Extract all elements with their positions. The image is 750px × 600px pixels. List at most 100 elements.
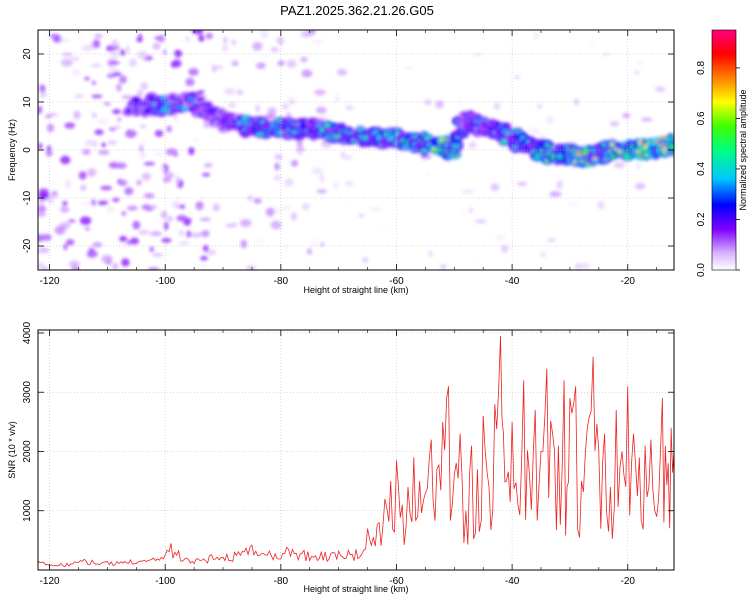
spectrogram-y-tick-label: 10	[22, 96, 33, 108]
heatmap-cell	[62, 200, 68, 206]
heatmap-cell	[468, 207, 474, 213]
snr-x-label: Height of straight line (km)	[303, 584, 408, 594]
heatmap-cell	[264, 114, 276, 120]
heatmap-cell	[98, 118, 109, 126]
heatmap-cell	[246, 265, 256, 270]
heatmap-cell	[66, 239, 75, 246]
heatmap-cell	[231, 60, 239, 67]
heatmap-cell	[301, 203, 310, 211]
colorbar-gradient	[711, 29, 737, 271]
heatmap-cell	[82, 149, 91, 155]
heatmap-cell	[124, 187, 134, 196]
snr-y-tick-label: 4000	[22, 321, 33, 344]
heatmap-cell	[132, 220, 141, 230]
spectrogram-x-tick-label: -40	[505, 276, 520, 287]
heatmap-cell	[622, 112, 631, 119]
heatmap-cell	[461, 189, 474, 194]
heatmap-cell	[106, 205, 115, 214]
heatmap-cell	[636, 61, 645, 65]
spectrogram-grid	[38, 30, 674, 270]
heatmap-cell	[91, 81, 97, 85]
snr-y-tick-label: 3000	[22, 381, 33, 404]
heatmap-cell	[149, 231, 162, 237]
heatmap-cell	[173, 49, 183, 58]
spectrogram-x-tick-label: -20	[621, 276, 636, 287]
heatmap-cell	[334, 94, 340, 102]
heatmap-cell	[214, 196, 226, 200]
heatmap-cell	[300, 30, 313, 38]
heatmap-cell	[197, 90, 205, 94]
heatmap-cell	[225, 224, 235, 228]
heatmap-ridge-cell	[142, 101, 148, 106]
heatmap-cell	[141, 204, 151, 210]
heatmap-cell	[59, 38, 71, 42]
heatmap-cell	[190, 232, 202, 238]
heatmap-cell	[259, 30, 269, 39]
heatmap-cell	[160, 210, 168, 219]
heatmap-cell	[540, 252, 546, 257]
heatmap-ridge-cell	[147, 95, 155, 101]
heatmap-ridge-cell	[452, 143, 460, 148]
colorbar-tick-label: 0.2	[696, 212, 707, 226]
heatmap-cell	[38, 212, 47, 217]
heatmap-cell	[188, 147, 195, 156]
heatmap-cell	[91, 94, 103, 99]
spectrogram-x-label: Height of straight line (km)	[303, 285, 408, 295]
heatmap-cell	[239, 218, 252, 228]
heatmap-cell	[166, 216, 173, 222]
heatmap-cell	[79, 216, 92, 226]
heatmap-cell	[118, 75, 127, 84]
heatmap-cell	[151, 253, 164, 257]
spectrogram-y-tick-label: 20	[22, 48, 33, 60]
heatmap-cell	[94, 129, 104, 136]
heatmap-cell	[112, 197, 120, 202]
heatmap-cell	[43, 266, 48, 270]
heatmap-cell	[81, 45, 93, 52]
heatmap-cell	[143, 193, 155, 199]
heatmap-cell	[344, 180, 354, 187]
heatmap-cell	[83, 76, 91, 81]
heatmap-cell	[549, 191, 562, 198]
heatmap-cell	[113, 125, 121, 130]
heatmap-cell	[170, 61, 178, 68]
heatmap-cell	[191, 30, 204, 35]
heatmap-cell	[326, 115, 338, 119]
heatmap-cell	[199, 217, 212, 221]
snr-x-tick-label: -80	[274, 576, 289, 587]
snr-series-line	[38, 335, 674, 568]
snr-plot-area	[38, 330, 674, 570]
heatmap-cell	[112, 45, 121, 50]
heatmap-cell	[112, 262, 119, 270]
snr-x-tick-label: -120	[40, 576, 60, 587]
heatmap-cell	[297, 140, 303, 149]
heatmap-cell	[103, 102, 111, 106]
heatmap-cell	[121, 241, 127, 250]
heatmap-cell	[119, 49, 126, 56]
heatmap-cell	[231, 39, 237, 46]
heatmap-cell	[46, 123, 55, 133]
heatmap-cell	[240, 239, 247, 249]
snr-y-ticks: 1000 2000 3000 4000	[22, 321, 674, 522]
heatmap-cell	[469, 254, 479, 261]
spectrogram-y-label: Frequency (Hz)	[7, 119, 17, 181]
heatmap-cell	[121, 211, 126, 217]
heatmap-cell	[286, 59, 297, 69]
heatmap-cell	[493, 102, 501, 111]
heatmap-cell	[71, 264, 80, 270]
heatmap-cell	[136, 38, 143, 42]
heatmap-cell	[602, 51, 610, 57]
heatmap-cell	[147, 267, 160, 270]
heatmap-cell	[107, 140, 118, 146]
heatmap-cell	[39, 83, 45, 91]
heatmap-cell	[290, 212, 297, 221]
heatmap-cell	[38, 142, 43, 150]
heatmap-cell	[136, 89, 144, 97]
colorbar-ticks: 0.0 0.2 0.4 0.6 0.8	[696, 61, 740, 277]
heatmap-cell	[140, 82, 149, 90]
heatmap-cell	[63, 243, 68, 251]
heatmap-cell	[440, 264, 447, 270]
colorbar-tick-label: 0.8	[696, 61, 707, 75]
heatmap-cell	[201, 230, 210, 238]
heatmap-cell	[528, 126, 540, 136]
heatmap-cell	[536, 104, 543, 109]
